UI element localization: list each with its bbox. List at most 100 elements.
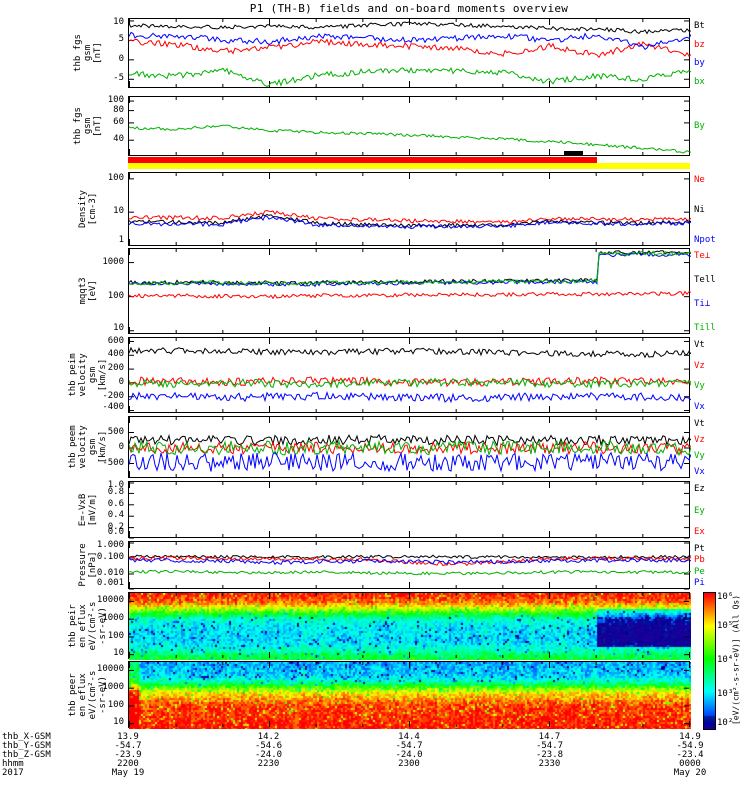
y-tick-label: 40 [113,134,124,145]
panel-ylabel-density: Density [cm-3] [78,190,98,228]
series-label-Vx: Vx [694,467,705,477]
panel-temperature [128,248,691,334]
y-tick-label: 1000 [102,682,124,693]
series-Vy [129,377,691,390]
series-Npot [129,215,691,230]
panel-fgs_gsm [128,18,691,88]
panel-fgs_btot [128,96,691,156]
y-tick-label: 10 [113,648,124,658]
quality-flag-bar [128,163,690,169]
panel-ylabel-fgs_gsm: thb fgs gsm [nT] [73,34,103,72]
series-label-Vz: Vz [694,435,705,445]
y-tick-label: 0.0 [107,527,124,537]
y-tick-label: -200 [102,390,124,401]
y-tick-label: 200 [107,363,124,374]
series-label-by: by [694,58,705,69]
series-label-Bt: Bt [694,21,705,31]
series-label-Ti⊥: Ti⊥ [694,299,711,309]
series-label-Pi: Pi [694,578,705,588]
series-label-Vy: Vy [694,381,705,392]
panel-overlay-fgs_btot [129,97,691,155]
series-Vt [129,433,691,448]
axis-tick-value: -54.9 [676,741,704,751]
series-label-Till: Till [694,323,716,333]
panel-peem_velocity [128,416,691,478]
y-tick-label: 100 [107,699,124,710]
axis-tick-value: 14.7 [538,732,561,742]
y-tick-label: 10 [113,206,124,217]
y-tick-label: 100 [107,95,124,106]
series-Pe [129,569,691,576]
axis-tick-value: -24.0 [395,750,423,760]
series-label-Pt: Pt [694,544,705,554]
series-label-Pb: Pb [694,555,705,566]
y-tick-label: 100 [107,630,124,641]
panel-overlay-peem_velocity [129,417,691,477]
axis-tick-value: 14.2 [257,732,280,742]
series-Vx [129,451,691,473]
panel-ylabel-efield: E=-VxB [mV/m] [78,493,98,526]
series-bz [129,38,691,59]
series-label-Ex: Ex [694,527,705,537]
y-tick-label: 1 [118,235,124,245]
panel-overlay-temperature [129,249,691,333]
panel-overlay-peir [129,593,690,658]
y-tick-label: -400 [102,402,124,412]
y-tick-label: 0.4 [107,510,124,521]
axis-row-label: 2017 [2,768,24,778]
y-tick-label: 600 [107,336,124,346]
series-label-Vz: Vz [694,360,705,371]
axis-tick-value: -24.0 [254,750,283,760]
panel-overlay-peer [129,662,690,727]
y-tick-label: 1.000 [96,540,124,550]
axis-tick-value: May 20 [673,768,707,778]
series-label-Ey: Ey [694,505,705,516]
axis-tick-value: 2200 [117,759,139,769]
y-tick-label: 400 [107,349,124,360]
quality-flag-bar [128,157,598,163]
spectrogram-peir [129,593,691,660]
panel-ylabel-temperature: mqqt3 [eV] [78,277,98,305]
series-label-Te⊥: Te⊥ [694,251,711,261]
panel-ylabel-peem_velocity: thb peem velocity gsm [km/s] [68,425,108,469]
axis-tick-value: -54.7 [535,741,564,751]
y-tick-label: 0.6 [107,498,124,509]
series-Ne [129,210,691,225]
axis-tick-value: -54.7 [395,741,423,751]
axis-tick-value: 2300 [398,759,420,769]
panel-overlay-density [129,173,691,246]
panel-ylabel-peim_velocity: thb peim velocity gsm [km/s] [68,353,108,397]
y-tick-label: 80 [113,104,124,115]
page-title: P1 (TH-B) fields and on-board moments ov… [249,2,569,15]
y-tick-label: 0 [118,376,124,387]
y-tick-label: 100 [107,290,124,301]
panel-overlay-pressure [129,542,691,590]
colorbar-tick-label: 10⁵ [717,621,734,631]
series-Till [129,250,691,287]
axis-tick-value: 14.4 [398,732,420,742]
quality-flag-bar [563,151,584,155]
panel-ylabel-peir: thb peir en eflux eV/(cm²-s -sr-eV) [68,601,108,650]
colorbar [703,592,716,730]
y-tick-label: 100 [107,172,124,183]
series-label-Tell: Tell [694,275,716,285]
series-label-bx: bx [694,77,705,87]
series-Tell [129,250,691,287]
y-tick-label: 0 [118,442,124,452]
panel-efield [128,481,690,539]
panel-pressure [128,541,691,590]
y-tick-label: 0.010 [96,568,124,578]
panel-ylabel-peer: thb peer en eflux eV/(cm²-s -sr-eV) [68,670,108,719]
series-label-By: By [694,121,705,131]
axis-row-label: thb_X-GSM [2,732,51,742]
y-tick-label: 60 [113,116,124,127]
series-label-Npot: Npot [694,235,716,245]
colorbar-unit-label: [eV/(cm²-s-sr-eV)] (All Qs) [731,594,741,726]
series-Pt [129,554,691,560]
axis-tick-value: -23.4 [676,750,704,760]
axis-tick-value: 2230 [257,759,280,769]
axis-tick-value: -23.9 [114,750,142,760]
series-by [129,31,691,50]
series-bx [129,66,691,87]
